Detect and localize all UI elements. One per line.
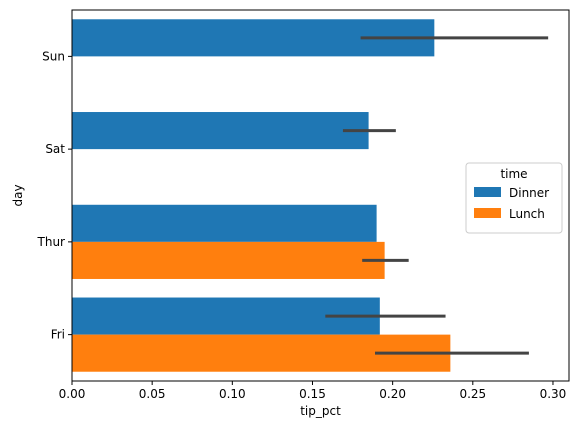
legend-title: time: [500, 167, 527, 181]
legend-swatch-lunch: [474, 208, 501, 218]
x-tick-label: 0.30: [540, 387, 567, 401]
y-tick-label: Thur: [37, 235, 66, 249]
legend: time Dinner Lunch: [465, 162, 563, 234]
y-axis: Sun Sat Thur Fri: [37, 49, 72, 342]
y-tick-label: Sat: [45, 142, 65, 156]
x-tick-label: 0.15: [299, 387, 326, 401]
legend-label-dinner: Dinner: [509, 186, 549, 200]
x-tick-label: 0.10: [219, 387, 246, 401]
x-tick-label: 0.20: [379, 387, 406, 401]
x-axis-label: tip_pct: [300, 404, 341, 418]
y-axis-label: day: [11, 184, 25, 206]
bar-lunch-thur: [72, 241, 385, 279]
bar-dinner-sat: [72, 112, 369, 150]
plot-frame: [71, 9, 570, 382]
legend-swatch-dinner: [474, 187, 501, 197]
x-tick-label: 0.00: [59, 387, 86, 401]
x-tick-label: 0.25: [459, 387, 486, 401]
x-tick-label: 0.05: [139, 387, 166, 401]
bars-layer: [72, 19, 451, 372]
legend-items: Dinner Lunch: [474, 186, 549, 221]
y-tick-label: Fri: [51, 328, 65, 342]
legend-label-lunch: Lunch: [509, 207, 545, 221]
y-tick-label: Sun: [42, 49, 65, 63]
errorbars-layer: [325, 36, 549, 355]
bar-dinner-thur: [72, 204, 377, 242]
x-axis: 0.00 0.05 0.10 0.15 0.20 0.25 0.30: [59, 381, 567, 401]
